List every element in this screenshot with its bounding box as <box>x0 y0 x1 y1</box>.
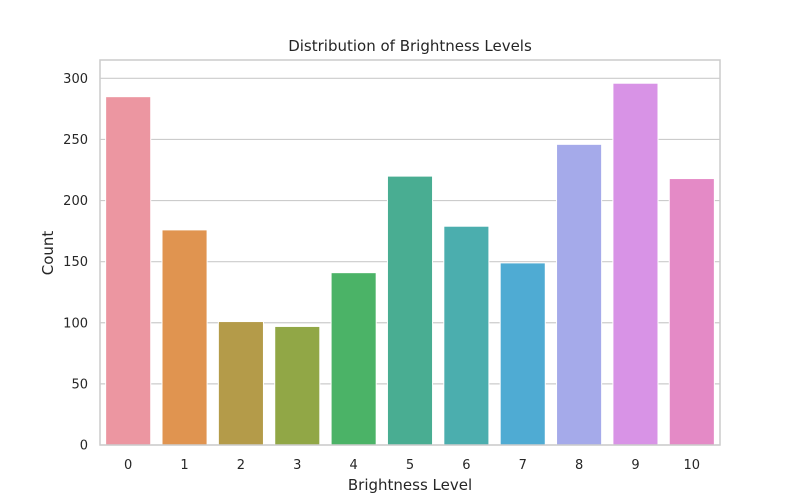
y-tick-label: 300 <box>63 72 88 87</box>
x-tick-label: 10 <box>684 458 701 473</box>
axes-frame <box>99 59 721 446</box>
x-tick-label: 0 <box>124 458 132 473</box>
x-tick-label: 2 <box>237 458 245 473</box>
bar-level-9 <box>612 82 659 446</box>
bar-level-3 <box>274 325 321 446</box>
bar-level-0 <box>105 96 152 446</box>
y-tick-label: 50 <box>71 377 88 392</box>
y-tick-labels: 0 50 100 150 200 250 300 <box>63 72 88 454</box>
y-tick-label: 150 <box>63 255 88 270</box>
y-tick-label: 100 <box>63 316 88 331</box>
x-tick-label: 9 <box>631 458 639 473</box>
x-tick-labels: 0 1 2 3 4 5 6 7 8 9 10 <box>124 458 700 473</box>
bar-level-7 <box>499 262 546 446</box>
chart-title: Distribution of Brightness Levels <box>288 37 532 55</box>
y-tick-label: 0 <box>80 439 88 454</box>
y-axis-label: Count <box>39 231 57 276</box>
bar-level-10 <box>668 178 715 446</box>
bar-level-8 <box>556 143 603 446</box>
x-tick-label: 8 <box>575 458 583 473</box>
x-tick-label: 7 <box>519 458 527 473</box>
plot-frame <box>99 59 721 446</box>
x-tick-label: 4 <box>349 458 357 473</box>
x-tick-label: 1 <box>180 458 188 473</box>
x-axis-label: Brightness Level <box>348 476 472 494</box>
y-tick-label: 200 <box>63 194 88 209</box>
bar-level-1 <box>161 229 208 446</box>
bar-level-2 <box>217 321 264 446</box>
x-tick-label: 6 <box>462 458 470 473</box>
x-tick-label: 5 <box>406 458 414 473</box>
x-tick-label: 3 <box>293 458 301 473</box>
bar-level-6 <box>443 225 490 446</box>
bar-level-4 <box>330 272 377 446</box>
y-tick-label: 250 <box>63 133 88 148</box>
bar-level-5 <box>386 175 434 446</box>
